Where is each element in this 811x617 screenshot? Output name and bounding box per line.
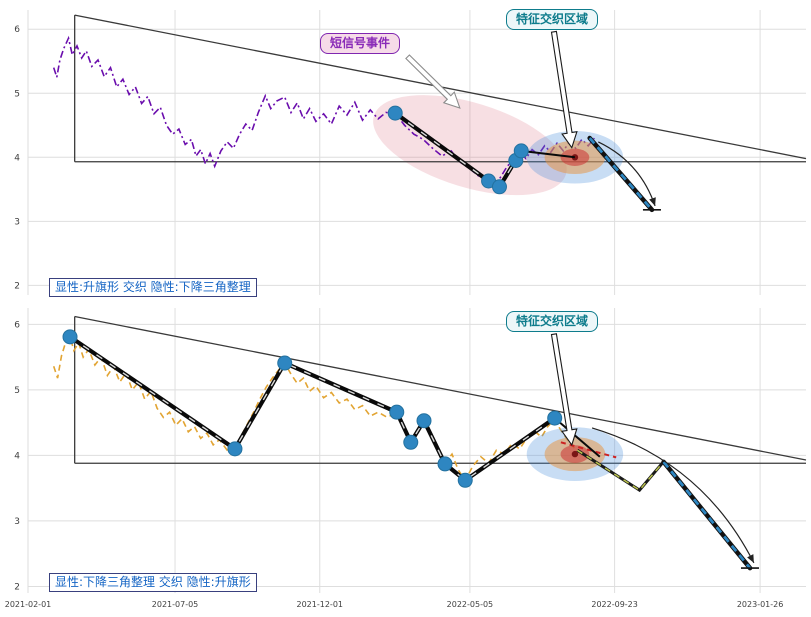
pattern-note-top: 显性:升旗形 交织 隐性:下降三角整理 — [49, 278, 257, 298]
svg-text:2: 2 — [14, 281, 20, 291]
svg-text:3: 3 — [14, 217, 20, 227]
feature-zone-label-top: 特征交织区域 — [506, 9, 599, 31]
svg-text:2021-02-01: 2021-02-01 — [5, 600, 52, 609]
feature-zone-label-bottom: 特征交织区域 — [506, 311, 599, 333]
pattern-note-bottom: 显性:下降三角整理 交织 隐性:升旗形 — [49, 573, 257, 593]
svg-text:6: 6 — [14, 25, 20, 35]
svg-text:3: 3 — [14, 517, 20, 527]
svg-text:2: 2 — [14, 582, 20, 592]
svg-text:2023-01-26: 2023-01-26 — [737, 600, 784, 609]
svg-text:2022-05-05: 2022-05-05 — [447, 600, 494, 609]
svg-text:5: 5 — [14, 89, 20, 99]
svg-text:5: 5 — [14, 386, 20, 396]
short-signal-label: 短信号事件 — [320, 33, 401, 55]
svg-text:6: 6 — [14, 320, 20, 330]
svg-text:2021-12-01: 2021-12-01 — [297, 600, 344, 609]
svg-text:2022-09-23: 2022-09-23 — [591, 600, 638, 609]
svg-text:4: 4 — [14, 153, 20, 163]
svg-text:2021-07-05: 2021-07-05 — [152, 600, 199, 609]
svg-text:4: 4 — [14, 451, 20, 461]
